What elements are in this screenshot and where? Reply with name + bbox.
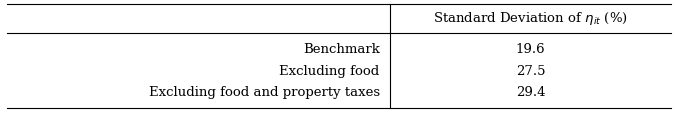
Text: 29.4: 29.4: [516, 86, 545, 99]
Text: Excluding food: Excluding food: [279, 64, 380, 77]
Text: 27.5: 27.5: [516, 64, 545, 77]
Text: Excluding food and property taxes: Excluding food and property taxes: [148, 86, 380, 99]
Text: Benchmark: Benchmark: [303, 43, 380, 56]
Text: 19.6: 19.6: [516, 43, 545, 56]
Text: Standard Deviation of $\eta_{it}$ (%): Standard Deviation of $\eta_{it}$ (%): [433, 10, 628, 27]
